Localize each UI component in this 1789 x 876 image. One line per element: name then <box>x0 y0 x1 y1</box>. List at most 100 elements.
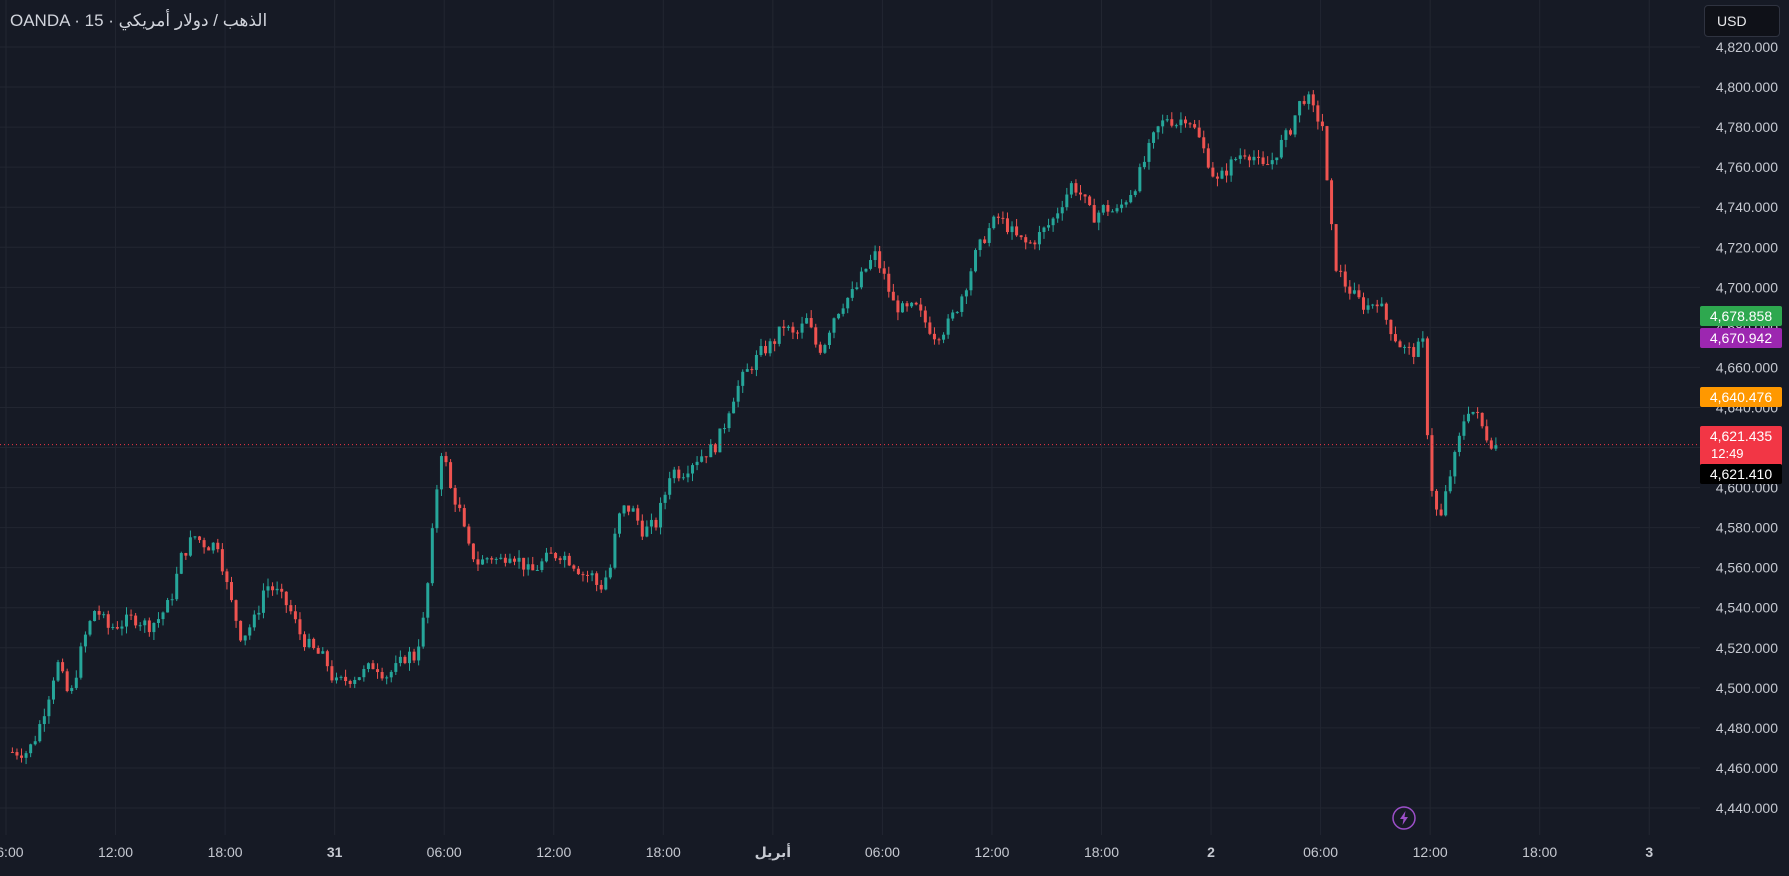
candle <box>686 465 690 483</box>
candle <box>248 624 252 640</box>
time-axis[interactable]: 06:00 12:00 18:00 31 06:00 12:00 18:00 أبريل 06:… <box>0 843 1653 861</box>
candle <box>540 558 544 573</box>
candle <box>29 743 33 758</box>
candle <box>266 578 270 598</box>
candle <box>1279 134 1283 160</box>
candle <box>1042 226 1046 239</box>
candle <box>188 530 192 557</box>
price-axis[interactable]: 4,440.000 4,460.000 4,480.000 4,500.000 4,52… <box>1716 39 1778 816</box>
candle <box>321 647 325 654</box>
candle <box>832 317 836 339</box>
time-tick-label: 18:00 <box>1084 844 1119 860</box>
price-tick-label: 4,780.000 <box>1716 119 1778 135</box>
candle <box>754 350 758 377</box>
candle <box>1261 151 1265 166</box>
candle <box>590 570 594 582</box>
candle <box>700 449 704 463</box>
candle <box>303 631 307 651</box>
candle <box>659 497 663 535</box>
candle <box>1494 437 1498 451</box>
candle <box>403 655 407 665</box>
candle <box>704 456 708 464</box>
candle <box>462 504 466 528</box>
candle <box>1170 112 1174 128</box>
candle <box>1316 100 1320 130</box>
candle <box>449 459 453 489</box>
candle <box>855 282 859 291</box>
candle <box>1083 194 1087 204</box>
candle <box>1362 292 1366 315</box>
last-price-value: 4,621.435 <box>1709 428 1773 444</box>
candle <box>1307 91 1311 110</box>
candle <box>718 428 722 453</box>
candle <box>412 648 416 664</box>
candle <box>430 523 434 586</box>
candle <box>878 245 882 273</box>
candle <box>1197 120 1201 138</box>
time-tick-label: 31 <box>327 844 343 860</box>
candle <box>827 330 831 349</box>
candle <box>535 565 539 571</box>
candle <box>458 497 462 512</box>
candle <box>51 677 55 704</box>
candle <box>357 676 361 681</box>
candle <box>1133 189 1137 198</box>
candle <box>1480 412 1484 429</box>
candle <box>1343 264 1347 293</box>
candles <box>10 90 1498 765</box>
candle <box>1193 119 1197 130</box>
time-tick-label: 18:00 <box>1522 844 1557 860</box>
candle <box>389 670 393 683</box>
candle <box>1183 116 1187 128</box>
candle <box>243 635 247 646</box>
price-tag: 4,678.858 <box>1700 306 1782 326</box>
candle <box>1485 419 1489 443</box>
candle <box>284 591 288 613</box>
candle <box>1416 337 1420 358</box>
bar-countdown: 12:49 <box>1711 446 1744 461</box>
candle <box>42 708 46 732</box>
currency-button[interactable]: USD <box>1704 5 1780 37</box>
candle <box>955 311 959 314</box>
candle <box>987 222 991 247</box>
candle <box>330 660 334 683</box>
candle <box>467 523 471 546</box>
symbol-title[interactable]: OANDA · 15 · الذهب / دولار أمريكي <box>10 11 267 31</box>
candle <box>636 504 640 526</box>
candle <box>791 322 795 340</box>
candle <box>1398 339 1402 348</box>
price-tick-label: 4,460.000 <box>1716 760 1778 776</box>
candle <box>1165 115 1169 123</box>
candle <box>170 593 174 606</box>
price-tick-label: 4,720.000 <box>1716 239 1778 255</box>
candle <box>1453 450 1457 484</box>
candle <box>1124 200 1128 208</box>
candle <box>426 582 430 624</box>
candle <box>325 649 329 672</box>
candle <box>727 411 731 432</box>
candle <box>312 637 316 650</box>
candle <box>229 576 233 603</box>
candle <box>1371 303 1375 309</box>
candle <box>554 551 558 561</box>
candle <box>919 297 923 317</box>
candle <box>147 617 151 637</box>
time-tick-label: 12:00 <box>974 844 1009 860</box>
candle <box>225 568 229 590</box>
candle <box>1380 297 1384 307</box>
candle <box>773 338 777 352</box>
candle <box>850 281 854 302</box>
lightning-icon[interactable] <box>1392 806 1416 830</box>
candle <box>910 302 914 309</box>
candle <box>736 380 740 408</box>
candle <box>1275 157 1279 165</box>
candle <box>1047 218 1051 231</box>
candle <box>1019 235 1023 240</box>
candle <box>15 748 19 760</box>
candle <box>846 297 850 314</box>
candle <box>476 551 480 572</box>
price-tag: 4,621.410 <box>1700 464 1782 484</box>
price-tick-label: 4,560.000 <box>1716 560 1778 576</box>
